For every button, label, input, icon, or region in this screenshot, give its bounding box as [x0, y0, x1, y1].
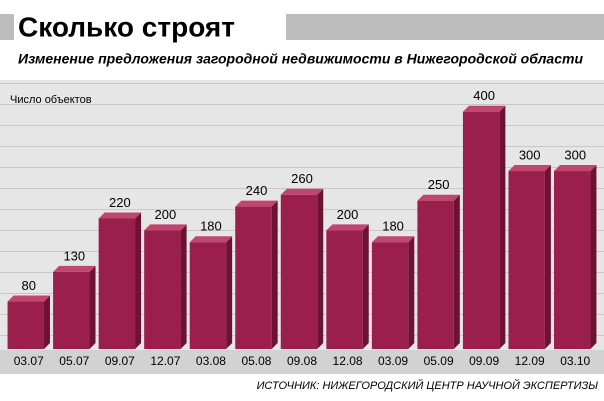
x-tick-label: 09.07	[105, 354, 135, 368]
category-band	[0, 350, 604, 374]
bar-top	[508, 165, 551, 172]
bar-top	[144, 224, 187, 231]
bar	[554, 171, 591, 349]
x-tick-label: 05.07	[59, 354, 89, 368]
x-tick-label: 03.10	[560, 354, 590, 368]
bar	[98, 218, 136, 349]
bar	[508, 171, 545, 349]
y-axis-label: Число объектов	[10, 94, 92, 106]
bar	[144, 230, 181, 349]
value-label: 300	[564, 147, 586, 162]
bar	[189, 242, 227, 349]
value-label: 250	[428, 177, 450, 192]
bar-side	[180, 224, 187, 349]
bar	[326, 230, 363, 349]
x-tick-label: 12.09	[515, 354, 545, 368]
bar	[462, 111, 500, 350]
bar-top	[280, 188, 324, 195]
bar-top	[235, 200, 278, 207]
value-label: 180	[200, 219, 222, 234]
value-label: 300	[519, 147, 541, 162]
bar-top	[554, 165, 597, 172]
x-tick-label: 05.08	[241, 354, 271, 368]
title-decor	[0, 14, 14, 40]
value-label: 220	[109, 195, 131, 210]
value-label: 260	[291, 171, 313, 186]
value-label: 200	[337, 207, 359, 222]
bar-side	[499, 105, 506, 350]
x-tick-label: 09.08	[287, 354, 317, 368]
bar-side	[544, 165, 551, 349]
value-label: 130	[63, 248, 85, 263]
chart-title: Сколько строят	[18, 11, 235, 42]
bar-side	[226, 236, 233, 349]
bar-top	[462, 105, 506, 112]
bar	[417, 200, 454, 349]
value-label: 400	[473, 88, 495, 103]
bar-top	[371, 236, 415, 243]
bar-top	[98, 212, 142, 219]
bar-side	[135, 212, 142, 349]
bar-side	[89, 265, 96, 349]
value-label: 240	[246, 183, 268, 198]
bar-top	[53, 265, 96, 272]
bar	[7, 301, 44, 349]
x-tick-label: 03.08	[196, 354, 226, 368]
title-decor	[286, 14, 604, 40]
bar-top	[189, 236, 233, 243]
chart-subtitle: Изменение предложения загородной недвижи…	[18, 51, 583, 67]
bar-side	[408, 236, 415, 349]
x-tick-label: 03.07	[14, 354, 44, 368]
bar-side	[362, 224, 369, 349]
bar-side	[43, 295, 50, 349]
bar	[235, 206, 272, 349]
bar-side	[271, 200, 278, 349]
bar	[53, 271, 90, 349]
source-note: ИСТОЧНИК: НИЖЕГОРОДСКИЙ ЦЕНТР НАУЧНОЙ ЭК…	[257, 379, 599, 392]
bar-top	[326, 224, 369, 231]
x-tick-label: 12.08	[333, 354, 363, 368]
bar-top	[417, 194, 460, 201]
bar	[371, 242, 409, 349]
x-tick-label: 05.09	[424, 354, 454, 368]
bar-side	[317, 188, 324, 349]
bar-top	[7, 295, 50, 302]
bar-side	[453, 194, 460, 349]
value-label: 80	[22, 278, 36, 293]
x-tick-label: 12.07	[150, 354, 180, 368]
bar	[280, 194, 318, 349]
x-tick-label: 09.09	[469, 354, 499, 368]
value-label: 180	[382, 219, 404, 234]
value-label: 200	[155, 207, 177, 222]
bar-side	[590, 165, 597, 349]
x-tick-label: 03.09	[378, 354, 408, 368]
